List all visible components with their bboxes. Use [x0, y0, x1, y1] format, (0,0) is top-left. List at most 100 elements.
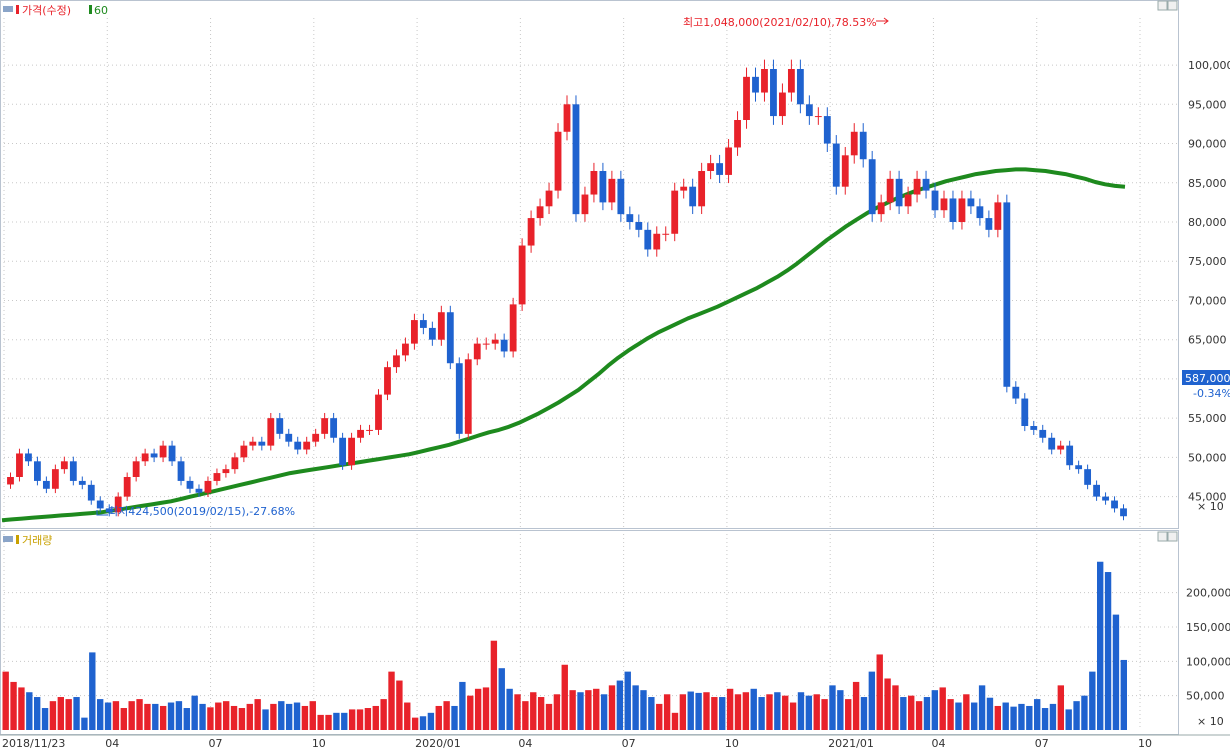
price-pane-minimize-button[interactable]: [1157, 0, 1168, 11]
volume-bar: [640, 690, 647, 730]
candle: [78, 480, 86, 485]
volume-bar: [789, 702, 797, 730]
volume-bar: [1034, 699, 1041, 730]
candle: [231, 457, 239, 470]
volume-bar: [18, 687, 25, 730]
candle: [913, 178, 921, 195]
candle: [195, 488, 203, 493]
candle: [25, 453, 32, 462]
candle: [16, 453, 23, 477]
volume-pane-menu-icon[interactable]: [3, 536, 13, 542]
volume-bar: [679, 694, 687, 730]
candle: [868, 159, 876, 215]
volume-bar: [459, 681, 466, 730]
price-y-tick-label: 50,000: [1188, 451, 1227, 464]
candle: [375, 394, 382, 430]
volume-bar: [159, 705, 167, 730]
low-arrow-icon: [96, 510, 108, 516]
candle: [428, 327, 436, 340]
price-y-tick-label: 45,000: [1188, 491, 1227, 504]
volume-bar: [104, 702, 112, 730]
volume-bar: [136, 699, 143, 730]
volume-y-tick-label: 100,000: [1186, 655, 1230, 668]
volume-bar: [1026, 705, 1033, 730]
price-pane-close-button[interactable]: [1167, 0, 1178, 11]
candle: [303, 441, 311, 450]
volume-bar: [167, 702, 175, 730]
volume-bar: [616, 680, 624, 730]
volume-bar: [585, 690, 592, 730]
candle: [159, 445, 167, 458]
volume-bar: [2, 671, 9, 730]
volume-bar: [837, 690, 844, 730]
price-y-tick-label: 55,000: [1188, 412, 1227, 425]
volume-bar: [443, 701, 450, 730]
volume-bar: [1065, 709, 1072, 730]
volume-bar: [1089, 671, 1096, 730]
x-tick-label: 2020/01: [415, 737, 461, 750]
candle: [177, 461, 185, 481]
volume-bar: [608, 685, 616, 730]
candle: [761, 69, 768, 93]
volume-bar: [451, 705, 458, 730]
current-price-tag: [1182, 370, 1230, 385]
volume-bar: [750, 688, 757, 730]
volume-bar: [506, 688, 513, 730]
volume-bar: [860, 697, 868, 730]
candle: [554, 131, 562, 191]
volume-bar: [144, 703, 151, 730]
candle: [725, 147, 732, 175]
volume-bar: [49, 701, 57, 730]
volume-pane-close-button[interactable]: [1167, 531, 1178, 542]
candlestick-series: [7, 59, 1127, 521]
volume-bar: [695, 692, 702, 730]
volume-bar: [333, 712, 340, 730]
volume-bar: [1018, 703, 1025, 730]
volume-bar: [978, 685, 986, 730]
candle: [680, 186, 688, 191]
volume-bar: [356, 709, 364, 730]
volume-bar: [81, 717, 88, 730]
volume-bar: [782, 695, 789, 730]
volume-bar: [797, 692, 805, 730]
candle: [581, 194, 589, 215]
candle: [114, 496, 122, 513]
volume-bar: [986, 697, 994, 730]
candle: [446, 312, 454, 364]
candle: [814, 116, 822, 118]
volume-bar: [41, 708, 49, 730]
x-tick-label: 10: [312, 737, 326, 750]
volume-bar: [1057, 685, 1065, 730]
volume-bar: [482, 687, 490, 730]
candle: [716, 163, 724, 175]
current-change-value: -0.34%: [1193, 387, 1230, 400]
volume-bar: [96, 699, 104, 730]
candle: [285, 433, 293, 442]
volume-bar: [845, 699, 852, 730]
volume-bar: [758, 697, 765, 730]
candle: [859, 131, 867, 160]
volume-bar: [553, 694, 561, 730]
volume-pane-minimize-button[interactable]: [1157, 531, 1168, 542]
candle: [877, 202, 885, 215]
candle: [393, 355, 400, 368]
candle: [168, 445, 176, 462]
candle: [895, 178, 903, 207]
ma60-layer: [1, 167, 1126, 523]
volume-bar: [829, 685, 836, 730]
candle: [123, 477, 131, 497]
candle: [258, 441, 266, 446]
volume-bar: [309, 701, 316, 730]
pane-menu-icon[interactable]: [3, 6, 13, 12]
candle: [240, 445, 248, 458]
volume-bar: [955, 702, 962, 730]
candle: [464, 359, 472, 434]
price-y-tick-label: 80,000: [1188, 216, 1227, 229]
volume-bar: [624, 671, 631, 730]
volume-bar: [317, 714, 324, 730]
candle: [841, 155, 849, 187]
price-y-tick-label: 100,000: [1188, 59, 1230, 72]
price-y-tick-label: 90,000: [1188, 138, 1227, 151]
volume-bar: [57, 697, 64, 730]
